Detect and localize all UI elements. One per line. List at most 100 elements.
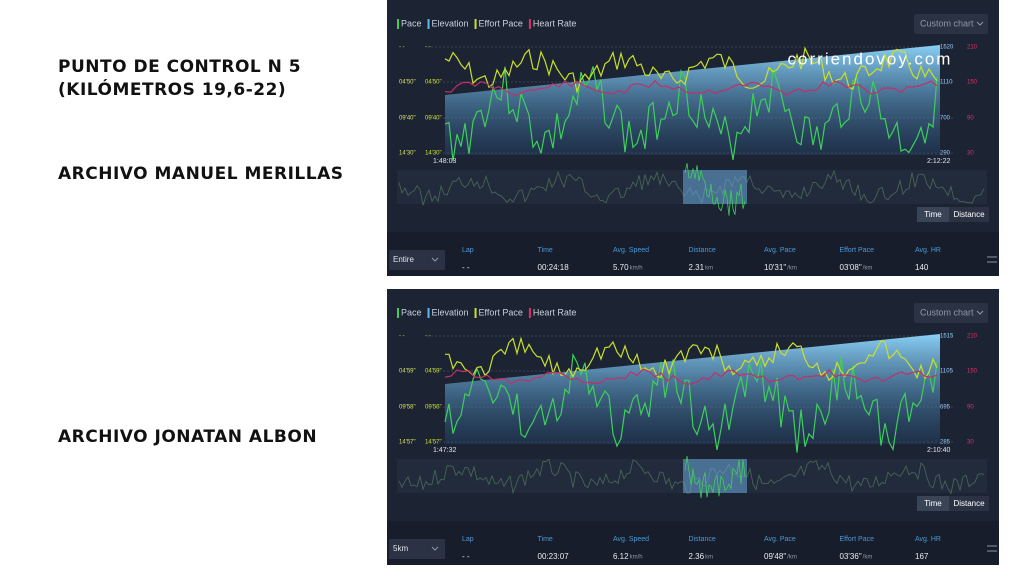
stat-value: 2.36 [689,552,705,561]
legend-swatch [474,19,477,29]
elevation-tick: 1520 [940,45,954,51]
effort-tick: 14'57" [425,440,442,446]
legend-swatch [474,308,477,318]
elevation-tick: 1515 [940,334,954,340]
legend-item: Effort Pace [479,18,523,28]
toggle-time[interactable] [917,496,949,511]
stats-band [387,232,999,276]
settings-icon[interactable] [987,256,997,263]
elevation-tick: 290 [940,151,951,157]
toggle-time[interactable] [917,207,949,222]
hr-line [444,79,938,97]
stat-unit: /km [863,266,873,272]
dropdown-arrow [976,310,984,315]
stat-header: Avg. HR [915,247,941,254]
stat-value: 03'08" [840,263,862,272]
start-time: 1:47:32 [433,447,456,454]
stat-unit: km [705,555,713,561]
pace-tick: 14'30" [399,151,416,157]
range-select[interactable] [389,250,445,270]
stat-unit: /km [863,555,873,561]
legend-swatch [528,308,531,318]
effort-line [444,46,938,94]
effort-tick: 14'30" [425,151,442,157]
elevation-tick: 695 [940,405,951,411]
end-time: 2:10:40 [927,447,950,454]
dropdown-label: Custom chart [920,307,974,317]
stat-header: Time [538,536,553,543]
stat-header: Effort Pace [840,536,875,543]
hr-tick: 90 [967,405,974,411]
settings-icon[interactable] [987,545,997,552]
pace-tick: 04'59" [399,369,416,375]
toggle-distance[interactable] [949,496,989,511]
legend-item: Effort Pace [479,307,523,317]
range-label: 5km [393,544,408,553]
stat-header: Avg. HR [915,536,941,543]
pace-line [444,352,938,453]
legend-item: Pace [401,18,422,28]
dropdown-label: Custom chart [920,18,974,28]
legend-swatch [427,19,430,29]
dropdown[interactable] [914,303,988,323]
pace-tick: 09'58" [399,405,416,411]
legend-item: Elevation [432,307,469,317]
stat-value: - - [462,552,470,561]
pace-tick: - - [399,334,405,340]
effort-tick: 04'50" [425,80,442,86]
app-screenshot: Pace Elevation Effort Pace Heart Rate Custom… [387,289,999,565]
slide-title: (KILÓMETROS 19,6-22) [58,78,286,100]
elevation-tick: 700 [940,116,951,122]
hr-tick: 150 [967,80,978,86]
caption: ARCHIVO JONATAN ALBON [58,427,317,447]
end-time: 2:12:22 [927,158,950,165]
stat-unit: km/h [630,266,643,272]
hr-tick: 210 [967,45,978,51]
toggle-label: Distance [953,499,985,508]
effort-tick: - - [425,45,431,51]
legend-swatch [427,308,430,318]
range-label: Entire [393,255,414,264]
stat-value: 00:23:07 [538,552,570,561]
watermark: corriendovoy.com [788,49,953,68]
elevation-tick: 1105 [940,369,954,375]
start-time: 1:48:03 [433,158,456,165]
overview-window[interactable] [683,459,747,493]
legend-item: Pace [401,307,422,317]
legend-swatch [528,19,531,29]
range-select[interactable] [389,539,445,559]
stat-value: 10'31" [764,263,786,272]
stat-header: Time [538,247,553,254]
effort-line [445,336,938,382]
pace-tick: 09'40" [399,116,416,122]
elevation-tick: 285 [940,440,951,446]
stat-header: Avg. Speed [613,247,649,254]
hr-tick: 90 [967,116,974,122]
slide-title: PUNTO DE CONTROL N 5 [58,57,301,77]
toggle-label: Time [924,499,942,508]
stat-value: 00:24:18 [538,263,570,272]
hr-tick: 150 [967,369,978,375]
stat-unit: km/h [630,555,643,561]
dropdown[interactable] [914,14,988,34]
stat-value: 6.12 [613,552,629,561]
caption: ARCHIVO MANUEL MERILLAS [58,164,343,184]
stat-value: 140 [915,263,929,272]
overview-window[interactable] [683,170,747,204]
legend-swatch [397,19,399,29]
stat-unit: km [705,266,713,272]
select-arrow [431,257,439,262]
select-arrow [431,546,439,551]
stat-header: Avg. Speed [613,536,649,543]
legend-item: Heart Rate [533,307,577,317]
toggle-label: Distance [953,210,985,219]
app-screenshot: Pace Elevation Effort Pace Heart Rate Custom… [387,0,999,276]
stat-header: Distance [689,536,716,543]
stat-value: 2.31 [689,263,705,272]
stat-value: 5.70 [613,263,629,272]
stat-header: Distance [689,247,716,254]
stat-header: Effort Pace [840,247,875,254]
toggle-distance[interactable] [949,207,989,222]
elevation-tick: 1110 [940,80,953,86]
